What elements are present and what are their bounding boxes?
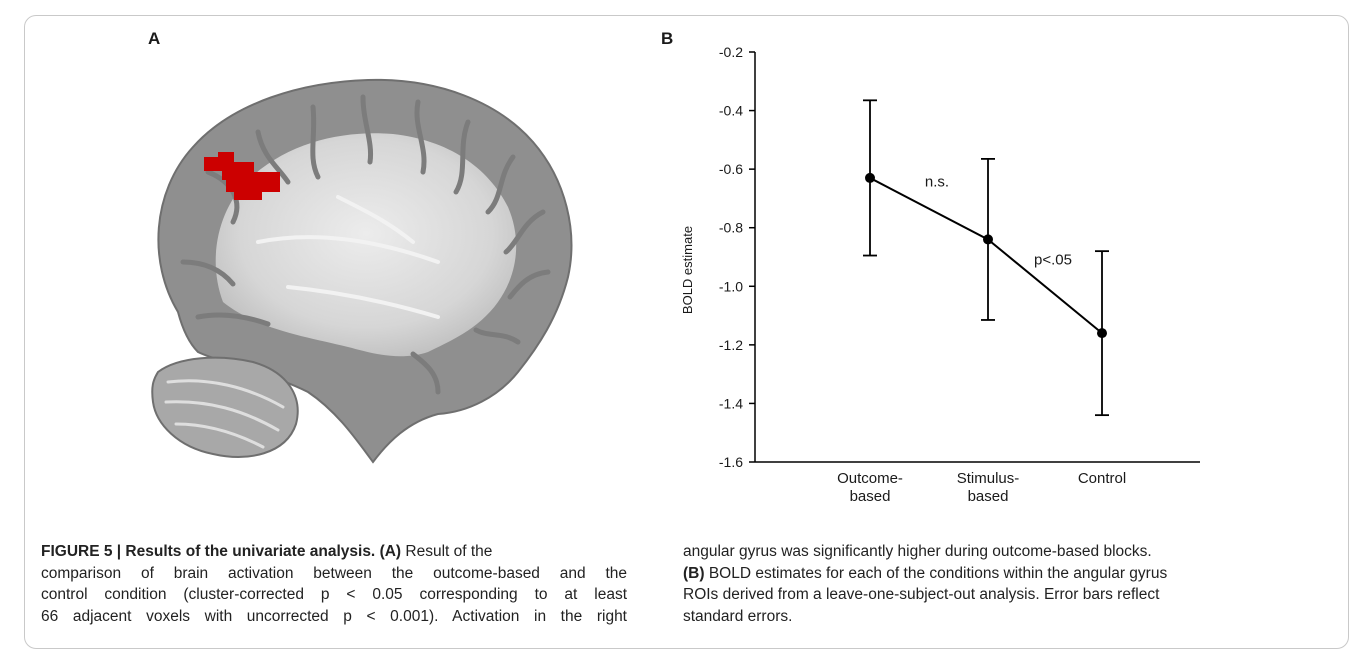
panel-a-label: A bbox=[148, 29, 161, 48]
y-tick-label: -1.2 bbox=[719, 337, 743, 353]
caption-line-4: 66 adjacent voxels with uncorrected p < … bbox=[41, 607, 627, 625]
x-tick-label: Control bbox=[1078, 470, 1126, 487]
significance-annotation: n.s. bbox=[925, 174, 949, 191]
caption-line-3: control condition (cluster-corrected p <… bbox=[41, 586, 627, 603]
x-tick-label: Stimulus-based bbox=[957, 470, 1020, 505]
y-tick-label: -0.8 bbox=[719, 220, 743, 236]
panel-b-label: B bbox=[661, 29, 674, 48]
y-tick-label: -1.4 bbox=[719, 395, 743, 411]
bold-estimate-chart: -0.2 -0.4 -0.6 -0.8 -1.0 -1.2 -1.4 -1.6 Outcome-… bbox=[680, 44, 1200, 505]
chart-axes bbox=[754, 52, 1200, 463]
data-point bbox=[1097, 328, 1107, 339]
y-tick-label: -1.6 bbox=[719, 454, 743, 470]
y-axis-label: BOLD estimate bbox=[680, 226, 695, 314]
caption-b-ref: (B) bbox=[683, 564, 705, 582]
brain-slice-image bbox=[151, 78, 573, 464]
y-tick-label: -0.6 bbox=[719, 161, 743, 177]
y-tick-label: -1.0 bbox=[719, 278, 743, 294]
caption-line-2: comparison of brain activation between t… bbox=[41, 564, 627, 582]
caption-line-5: angular gyrus was significantly higher d… bbox=[683, 543, 1152, 560]
significance-annotation: p<.05 bbox=[1034, 251, 1072, 268]
figure-caption-right: angular gyrus was significantly higher d… bbox=[683, 541, 1243, 627]
y-tick-label: -0.4 bbox=[719, 103, 743, 119]
caption-a-ref: (A) bbox=[379, 543, 402, 560]
y-tick-label: -0.2 bbox=[719, 44, 743, 60]
caption-line-6: BOLD estimates for each of the condition… bbox=[708, 564, 1168, 582]
caption-line-7: ROIs derived from a leave-one-subject-ou… bbox=[683, 586, 1160, 603]
data-point bbox=[865, 172, 875, 183]
caption-line-8: standard errors. bbox=[683, 607, 793, 625]
figure-title: FIGURE 5 | Results of the univariate ana… bbox=[41, 543, 376, 560]
activation-cluster bbox=[204, 152, 280, 200]
figure-caption-left: FIGURE 5 | Results of the univariate ana… bbox=[41, 541, 627, 627]
figure-frame bbox=[24, 15, 1349, 649]
data-point bbox=[983, 234, 993, 245]
x-tick-label: Outcome-based bbox=[837, 470, 903, 505]
caption-line-1: Result of the bbox=[405, 543, 493, 560]
